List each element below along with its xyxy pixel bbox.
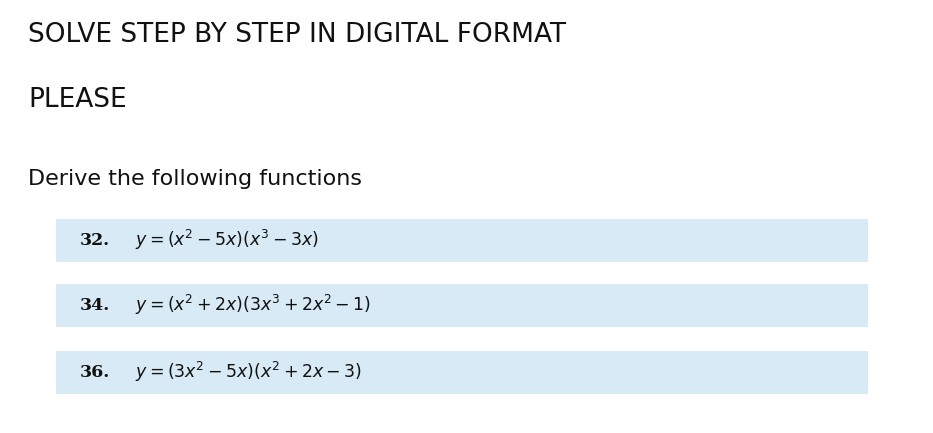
Text: $y=(3x^2-5x)(x^2+2x-3)$: $y=(3x^2-5x)(x^2+2x-3)$ [135, 360, 362, 385]
Text: PLEASE: PLEASE [28, 87, 127, 113]
Text: 36.: 36. [79, 364, 109, 381]
FancyBboxPatch shape [56, 284, 868, 327]
Text: $y=(x^2+2x)(3x^3+2x^2-1)$: $y=(x^2+2x)(3x^3+2x^2-1)$ [135, 293, 371, 317]
Text: 34.: 34. [79, 297, 109, 314]
FancyBboxPatch shape [56, 219, 868, 262]
Text: Derive the following functions: Derive the following functions [28, 169, 362, 189]
Text: SOLVE STEP BY STEP IN DIGITAL FORMAT: SOLVE STEP BY STEP IN DIGITAL FORMAT [28, 22, 566, 48]
FancyBboxPatch shape [56, 351, 868, 394]
Text: $y=(x^2-5x)(x^3-3x)$: $y=(x^2-5x)(x^3-3x)$ [135, 228, 319, 252]
Text: 32.: 32. [79, 232, 109, 249]
